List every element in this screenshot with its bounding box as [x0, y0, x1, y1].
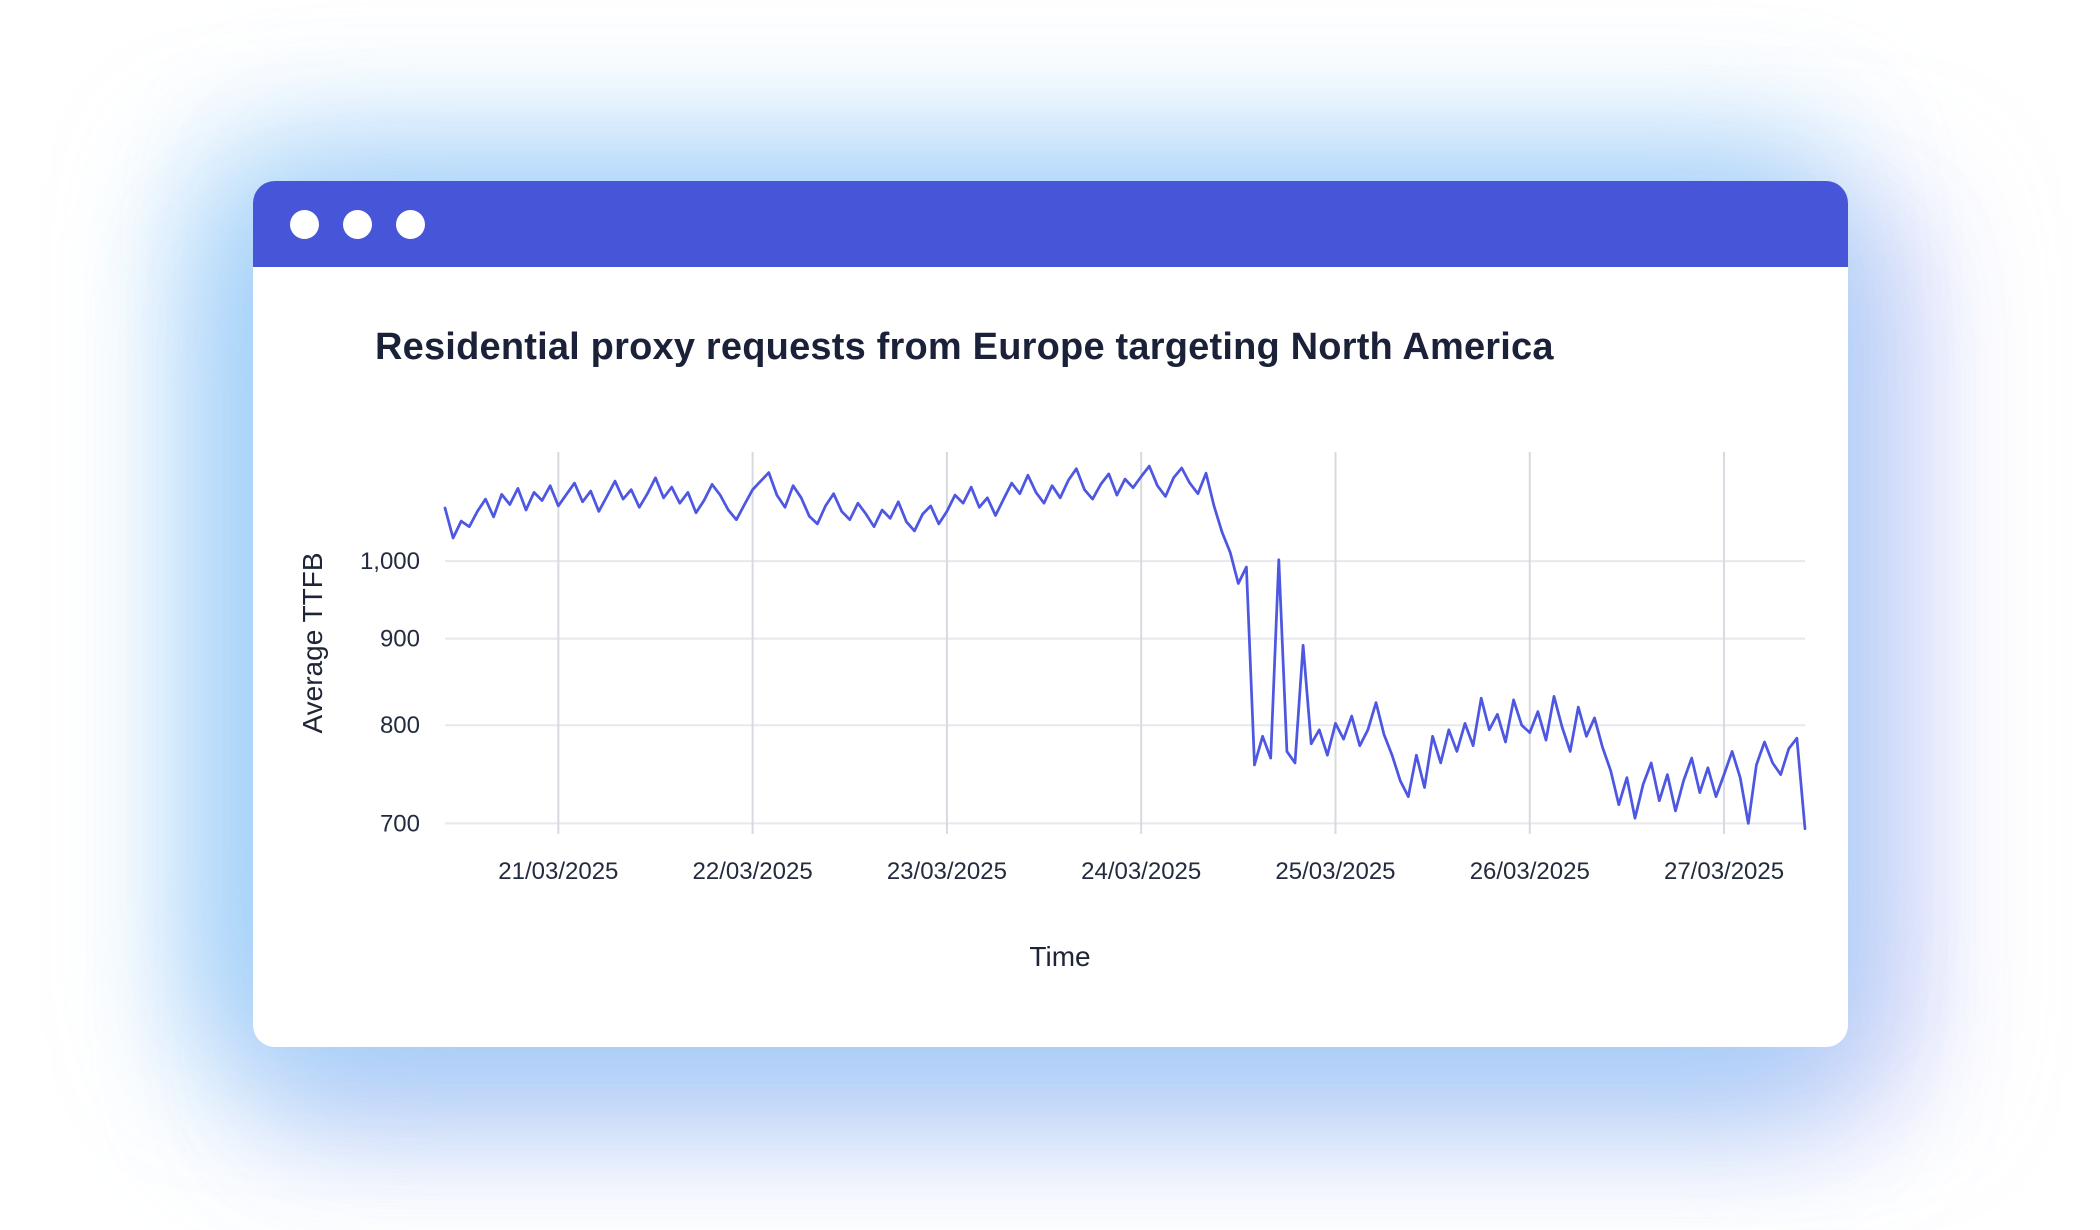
ttfb-series-line: [443, 464, 1807, 831]
window-control-dot-2[interactable]: [343, 209, 372, 239]
chart-area: 700 800 900 1,000 21/03/2025 22/03/2025 23/03/…: [300, 427, 1820, 987]
x-tick-label: 26/03/2025: [1470, 858, 1590, 885]
y-tick-label: 700: [380, 810, 420, 837]
x-tick-label: 21/03/2025: [498, 858, 618, 885]
ttfb-line-chart: 700 800 900 1,000 21/03/2025 22/03/2025 23/03/…: [300, 452, 1807, 972]
y-tick-label: 900: [380, 626, 420, 653]
y-tick-label: 800: [380, 712, 420, 739]
chart-title: Residential proxy requests from Europe t…: [375, 326, 1554, 368]
x-tick-label: 22/03/2025: [693, 858, 813, 885]
x-tick-label: 23/03/2025: [887, 858, 1007, 885]
x-tick-label: 24/03/2025: [1081, 858, 1201, 885]
window-control-dot-1[interactable]: [290, 209, 319, 239]
window-titlebar: [253, 181, 1848, 267]
x-axis-title: Time: [1029, 941, 1090, 972]
browser-window: Residential proxy requests from Europe t…: [253, 181, 1848, 1047]
x-tick-label: 27/03/2025: [1664, 858, 1784, 885]
x-tick-label: 25/03/2025: [1275, 858, 1395, 885]
window-control-dot-3[interactable]: [396, 209, 425, 239]
y-axis-title: Average TTFB: [300, 552, 328, 733]
y-tick-label: 1,000: [360, 548, 420, 575]
